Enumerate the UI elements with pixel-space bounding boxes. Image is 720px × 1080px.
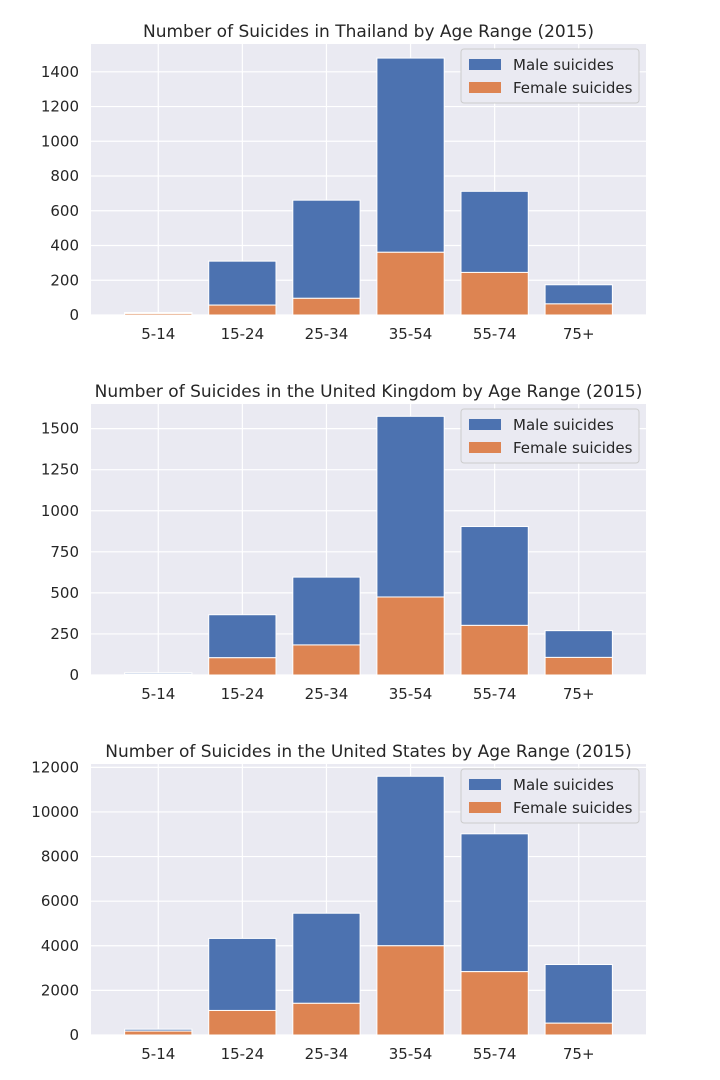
bar-female-35-54 [376, 596, 445, 676]
x-tick-label: 5-14 [141, 685, 175, 703]
bar-female-75+ [544, 303, 613, 316]
legend: Male suicides Female suicides [460, 48, 640, 104]
bar-male-75+ [544, 284, 613, 305]
chart-panel-1: 0 200 400 600 800 1000 1200 1400 5-14 15-24 25-34 3… [41, 22, 646, 343]
bar-female-5-14 [124, 1030, 193, 1036]
y-tick-label: 800 [50, 167, 79, 185]
y-tick-label: 10000 [31, 803, 79, 821]
chart-panel-3: 0 2000 4000 6000 8000 10000 12000 5-14 15-24 25-3… [31, 742, 646, 1063]
x-tick-label: 75+ [563, 1045, 595, 1063]
bar-male-75+ [544, 630, 613, 658]
bar-female-35-54 [376, 251, 445, 316]
bar-male-25-34 [292, 912, 361, 1004]
x-tick-label: 25-34 [305, 325, 349, 343]
bar-male-35-54 [376, 775, 445, 947]
x-tick-label: 35-54 [389, 325, 433, 343]
legend-swatch [469, 59, 501, 70]
x-tick-label: 5-14 [141, 1045, 175, 1063]
legend-label: Male suicides [513, 776, 614, 794]
legend-box [460, 768, 640, 824]
chart-title: Number of Suicides in the United Kingdom… [95, 382, 643, 402]
x-tick-label: 35-54 [389, 1045, 433, 1063]
y-tick-label: 1000 [41, 502, 79, 520]
chart-panel-2: 0 250 500 750 1000 1250 1500 5-14 15-24 25-34 35-5… [41, 382, 646, 703]
x-tick-label: 55-74 [473, 685, 517, 703]
y-tick-label: 1200 [41, 98, 79, 116]
bar-male-25-34 [292, 199, 361, 299]
x-tick-label: 5-14 [141, 325, 175, 343]
y-tick-label: 0 [69, 666, 79, 684]
x-tick-label: 35-54 [389, 685, 433, 703]
legend-label: Female suicides [513, 799, 633, 817]
legend-label: Female suicides [513, 439, 633, 457]
bar-male-15-24 [208, 614, 277, 659]
chart-title: Number of Suicides in Thailand by Age Ra… [143, 22, 594, 42]
legend: Male suicides Female suicides [460, 768, 640, 824]
y-tick-label: 750 [50, 543, 79, 561]
bar-female-5-14 [124, 312, 193, 316]
legend-label: Female suicides [513, 79, 633, 97]
bar-male-25-34 [292, 576, 361, 646]
legend: Male suicides Female suicides [460, 408, 640, 464]
bar-female-25-34 [292, 297, 361, 316]
legend-label: Male suicides [513, 416, 614, 434]
bar-male-55-74 [460, 526, 529, 626]
x-tick-label: 15-24 [221, 685, 265, 703]
y-tick-label: 2000 [41, 981, 79, 999]
bar-female-25-34 [292, 1002, 361, 1036]
bar-male-55-74 [460, 833, 529, 973]
legend-swatch [469, 82, 501, 93]
x-tick-label: 75+ [563, 685, 595, 703]
bar-male-35-54 [376, 57, 445, 253]
legend-swatch [469, 419, 501, 430]
y-tick-label: 400 [50, 237, 79, 255]
legend-swatch [469, 442, 501, 453]
bar-female-55-74 [460, 624, 529, 676]
x-tick-label: 55-74 [473, 1045, 517, 1063]
x-tick-label: 75+ [563, 325, 595, 343]
legend-swatch [469, 779, 501, 790]
x-tick-label: 55-74 [473, 325, 517, 343]
bar-female-15-24 [208, 1009, 277, 1036]
y-tick-label: 1000 [41, 132, 79, 150]
y-tick-label: 0 [69, 306, 79, 324]
bar-female-5-14 [124, 673, 193, 676]
legend-box [460, 48, 640, 104]
y-tick-label: 12000 [31, 758, 79, 776]
x-tick-label: 15-24 [221, 325, 265, 343]
legend-box [460, 408, 640, 464]
bar-male-55-74 [460, 190, 529, 273]
y-tick-label: 600 [50, 202, 79, 220]
bar-female-15-24 [208, 304, 277, 316]
x-tick-label: 25-34 [305, 1045, 349, 1063]
x-tick-label: 15-24 [221, 1045, 265, 1063]
bar-female-75+ [544, 1022, 613, 1036]
bar-male-15-24 [208, 937, 277, 1011]
bar-female-15-24 [208, 657, 277, 676]
y-tick-label: 1400 [41, 63, 79, 81]
y-tick-label: 1500 [41, 420, 79, 438]
bar-female-75+ [544, 656, 613, 676]
bar-male-35-54 [376, 415, 445, 598]
y-tick-label: 4000 [41, 937, 79, 955]
y-tick-label: 1250 [41, 461, 79, 479]
bar-female-55-74 [460, 271, 529, 316]
y-tick-label: 0 [69, 1026, 79, 1044]
y-tick-label: 6000 [41, 892, 79, 910]
bar-female-35-54 [376, 945, 445, 1036]
y-tick-label: 500 [50, 584, 79, 602]
y-tick-label: 200 [50, 271, 79, 289]
legend-swatch [469, 802, 501, 813]
chart-title: Number of Suicides in the United States … [105, 742, 631, 762]
legend-label: Male suicides [513, 56, 614, 74]
x-tick-label: 25-34 [305, 685, 349, 703]
bar-female-55-74 [460, 971, 529, 1036]
bar-male-15-24 [208, 260, 277, 306]
bar-female-25-34 [292, 644, 361, 676]
y-tick-label: 250 [50, 625, 79, 643]
y-tick-label: 8000 [41, 848, 79, 866]
bar-male-75+ [544, 964, 613, 1024]
